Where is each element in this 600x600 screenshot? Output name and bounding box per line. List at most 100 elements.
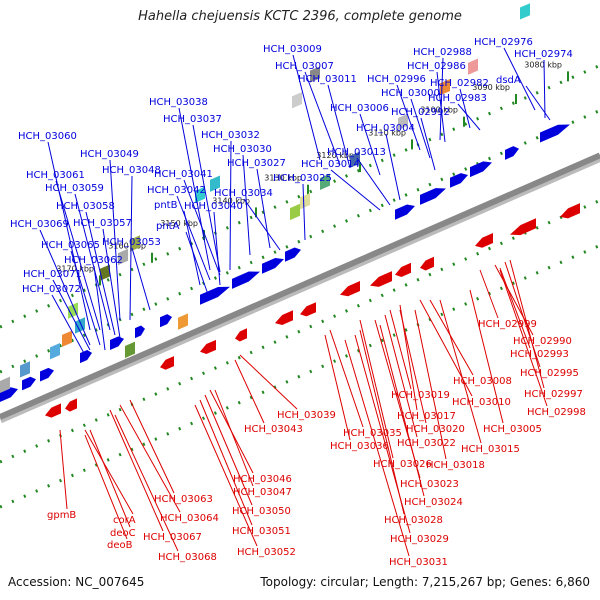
connector-line [185, 231, 211, 301]
gene-label: deoC [110, 528, 136, 539]
reverse-gene [275, 310, 293, 325]
feature-block [118, 248, 128, 266]
gene-label: HCH_02976 [474, 37, 533, 48]
tick-label: 3160 kbp [108, 242, 146, 251]
backbone-line [0, 152, 600, 420]
gene-label: HCH_03050 [232, 506, 291, 517]
gene-label: HCH_02999 [478, 319, 537, 330]
gene-label: HCH_03037 [163, 114, 222, 125]
gene-label: HCH_03032 [201, 130, 260, 141]
reverse-gene [370, 271, 392, 287]
feature-block [320, 173, 330, 190]
connector-line [344, 339, 410, 557]
connector-line [354, 334, 411, 534]
connector-line [102, 228, 121, 339]
forward-gene [505, 146, 519, 160]
connector-line [192, 124, 221, 273]
genome-backbone [0, 152, 600, 424]
connector-line [356, 157, 391, 206]
gene-label: HCH_03018 [426, 460, 485, 471]
gene-label: HCH_02998 [527, 407, 586, 418]
connector-line [176, 195, 211, 281]
feature-block [62, 330, 72, 347]
forward-gene [285, 247, 301, 262]
tick-label: 3110 kbp [368, 128, 406, 137]
reverse-gene [45, 403, 61, 418]
connector-line [129, 399, 175, 494]
feature-block [50, 343, 60, 360]
forward-gene [200, 286, 230, 305]
gene-label: HCH_03071 [23, 269, 82, 280]
gene-label: HCH_02992 [391, 107, 450, 118]
gene-label: HCH_03005 [483, 424, 542, 435]
gene-label: HCH_03042 [147, 185, 206, 196]
feature-block [292, 92, 302, 109]
connector-line [243, 198, 281, 251]
gene-label: HCH_03051 [232, 526, 291, 537]
connector-line [439, 299, 482, 444]
gene-label: HCH_03067 [143, 532, 202, 543]
gene-label: HCH_03053 [102, 237, 161, 248]
forward-gene [80, 349, 92, 364]
connector-line [229, 140, 232, 271]
connector-line [410, 98, 431, 159]
feature-block [0, 376, 10, 393]
gene-label: HCH_02995 [520, 368, 579, 379]
feature-block [468, 58, 478, 75]
gene-label: HCH_03022 [397, 438, 456, 449]
gene-label: HCH_03034 [214, 188, 273, 199]
tick-label: 3120 kbp [316, 151, 354, 160]
tick-label: 3170 kbp [56, 264, 94, 273]
gene-label: HCH_03046 [233, 474, 292, 485]
reverse-gene [340, 281, 360, 297]
gene-label: HCH_03024 [404, 497, 463, 508]
connector-line [84, 434, 128, 540]
gene-label: HCH_02974 [514, 49, 573, 60]
page-title: Hahella chejuensis KCTC 2396, complete g… [138, 9, 462, 24]
connector-line [70, 250, 101, 346]
connector-line [324, 334, 351, 441]
feature-block [178, 313, 188, 330]
connector-line [109, 159, 121, 321]
gene-label: HCH_02993 [510, 349, 569, 360]
tick-label: 3150 kbp [160, 219, 198, 228]
connector-line [199, 399, 253, 526]
tick-label: 3080 kbp [524, 60, 562, 69]
tick-label: 3140 kbp [212, 196, 250, 205]
reverse-gene [300, 302, 316, 317]
gene-label: HCH_03057 [73, 218, 132, 229]
gene-label: HCH_03019 [391, 390, 450, 401]
reverse-gene [235, 328, 247, 342]
gene-label: gpmB [47, 510, 76, 521]
gene-label: HCH_03029 [390, 534, 449, 545]
forward-gene [160, 314, 172, 328]
connector-line [436, 71, 446, 143]
gene-label: HCH_03047 [233, 487, 292, 498]
gene-label: pntA [156, 221, 180, 232]
gene-features [0, 3, 580, 418]
feature-block [290, 203, 300, 221]
feature-block [210, 175, 220, 192]
reverse-gene [395, 262, 411, 277]
connector-line [420, 117, 436, 171]
gene-label: HCH_02997 [524, 389, 583, 400]
feature-block [300, 193, 310, 210]
forward-gene [135, 325, 145, 339]
gene-label: HCH_03017 [397, 411, 456, 422]
gene-label: HCH_03063 [154, 494, 213, 505]
connector-line [439, 57, 444, 141]
gene-label: HCH_03060 [18, 131, 77, 142]
connector-line [543, 59, 546, 119]
feature-block [125, 341, 135, 359]
forward-gene [450, 173, 468, 188]
connector-line [204, 394, 253, 506]
forward-gene [395, 204, 415, 220]
gene-label: HCH_03010 [452, 397, 511, 408]
connector-line [213, 211, 221, 286]
gene-label: HCH_03064 [160, 513, 219, 524]
gene-label: HCH_03062 [64, 255, 123, 266]
connector-line [55, 180, 101, 331]
forward-gene [232, 271, 260, 289]
